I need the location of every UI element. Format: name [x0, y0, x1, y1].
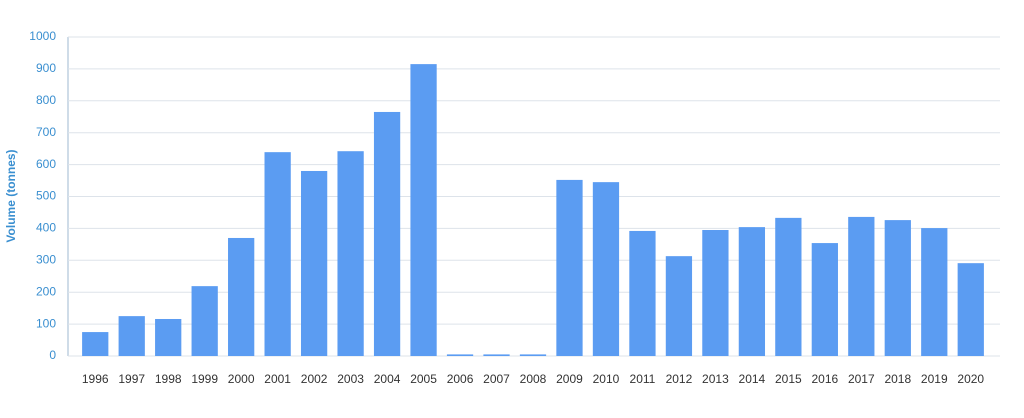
x-tick-label: 2003 — [337, 372, 364, 386]
bar — [82, 332, 109, 356]
x-tick-label: 2015 — [775, 372, 802, 386]
x-tick-label: 2014 — [739, 372, 766, 386]
x-tick-label: 2020 — [957, 372, 984, 386]
y-tick-label: 900 — [36, 61, 56, 75]
bar — [519, 354, 547, 356]
x-tick-label: 2000 — [228, 372, 255, 386]
bar — [483, 354, 510, 356]
bar — [775, 217, 802, 356]
x-tick-label: 2004 — [374, 372, 401, 386]
bar — [957, 263, 984, 356]
y-tick-label: 200 — [36, 284, 56, 298]
bar — [264, 152, 291, 356]
y-tick-label: 100 — [36, 316, 56, 330]
bar — [629, 230, 656, 356]
x-tick-label: 1998 — [155, 372, 182, 386]
bar — [738, 227, 766, 356]
x-tick-label: 2012 — [666, 372, 693, 386]
x-tick-label: 2017 — [848, 372, 875, 386]
x-tick-label: 2009 — [556, 372, 583, 386]
y-tick-label: 600 — [36, 157, 56, 171]
x-tick-label: 2011 — [630, 372, 656, 386]
y-tick-label: 500 — [36, 189, 56, 203]
bar — [446, 354, 474, 356]
y-tick-label: 0 — [49, 348, 56, 362]
y-tick-label: 700 — [36, 125, 56, 139]
y-tick-label: 300 — [36, 252, 56, 266]
x-tick-label: 2018 — [884, 372, 911, 386]
x-tick-label: 2002 — [301, 372, 328, 386]
x-tick-label: 1996 — [82, 372, 109, 386]
bar — [410, 64, 437, 357]
bar — [702, 229, 729, 356]
x-tick-label: 1997 — [118, 372, 145, 386]
y-tick-label: 800 — [36, 93, 56, 107]
bar — [556, 179, 583, 356]
bar — [191, 286, 218, 356]
bar — [118, 316, 145, 356]
x-tick-label: 2016 — [811, 372, 838, 386]
bar — [228, 237, 255, 356]
x-tick-label: 1999 — [191, 372, 218, 386]
bar — [155, 318, 182, 356]
x-tick-label: 2007 — [483, 372, 510, 386]
bar — [811, 243, 838, 356]
x-tick-label: 2005 — [410, 372, 437, 386]
bar — [665, 256, 693, 356]
bar — [373, 111, 401, 356]
x-tick-label: 2001 — [264, 372, 291, 386]
y-tick-label: 400 — [36, 221, 56, 235]
y-axis-title: Volume (tonnes) — [4, 149, 18, 242]
bar — [848, 216, 875, 356]
x-tick-label: 2006 — [447, 372, 474, 386]
bar — [592, 182, 620, 356]
x-tick-label: 2013 — [702, 372, 729, 386]
x-tick-label: 2008 — [520, 372, 547, 386]
bar — [300, 170, 328, 356]
x-tick-label: 2019 — [921, 372, 948, 386]
bar — [884, 220, 911, 356]
y-tick-label: 1000 — [29, 29, 56, 43]
x-tick-label: 2010 — [593, 372, 620, 386]
bar — [337, 151, 364, 356]
bar — [921, 228, 948, 356]
